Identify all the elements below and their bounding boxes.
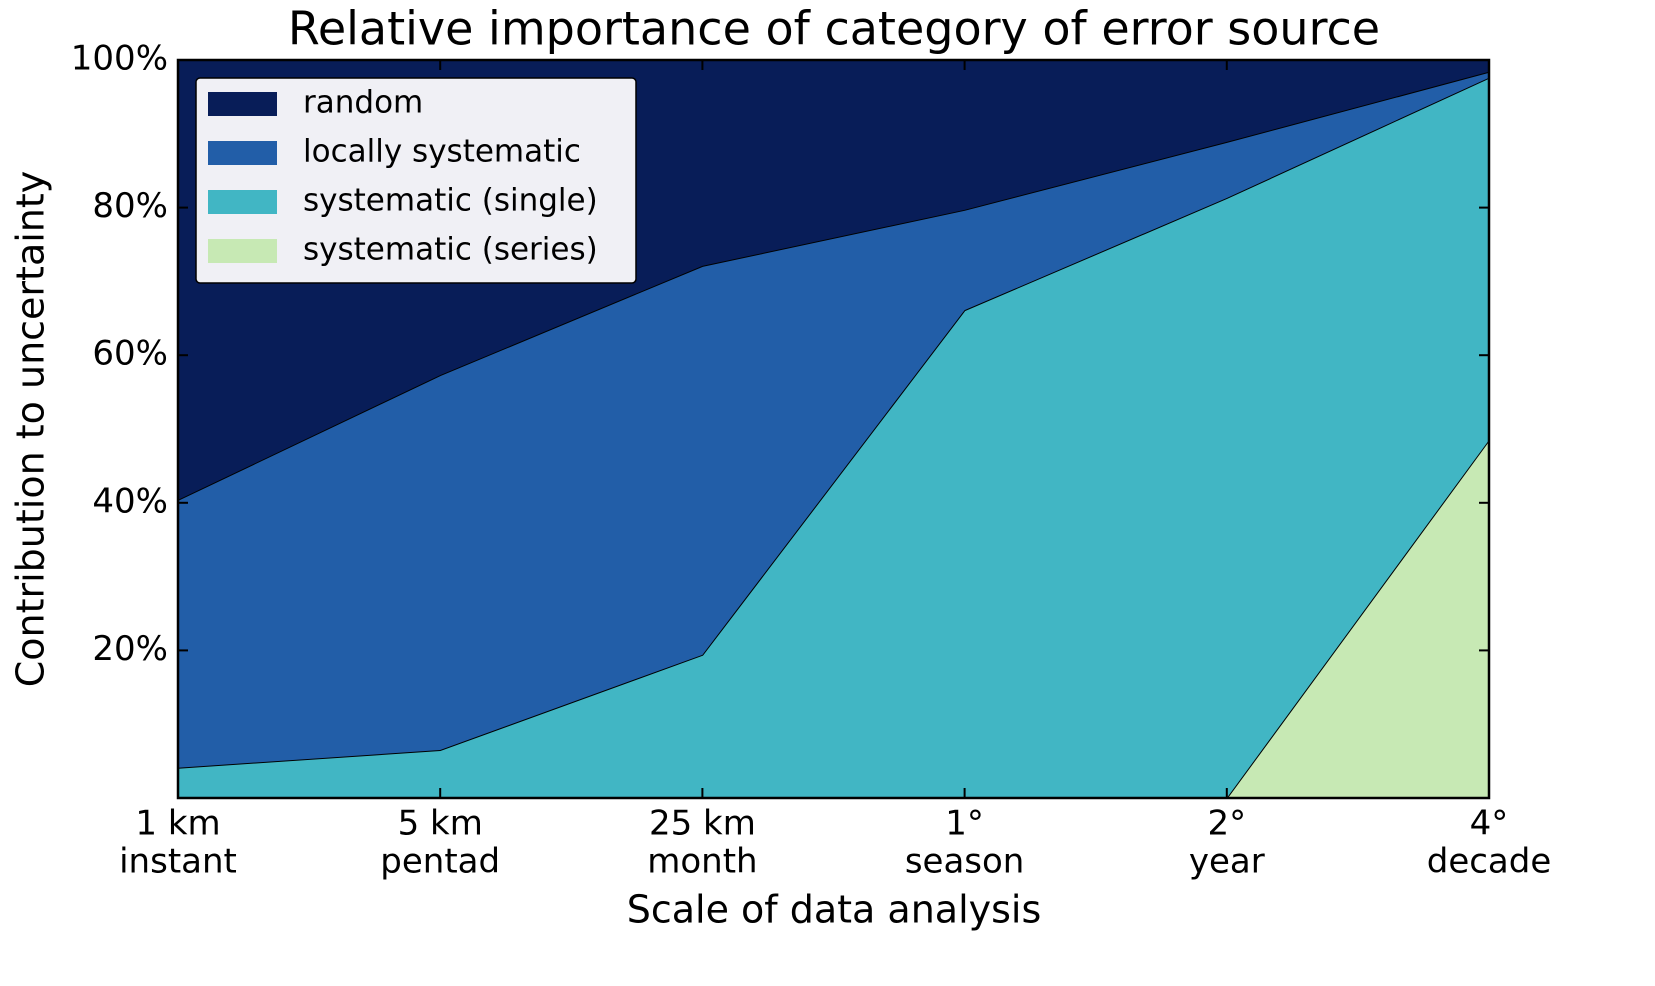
x-tick-label: decade — [1427, 842, 1552, 882]
legend-label: systematic (single) — [303, 183, 598, 219]
area — [178, 71, 1489, 768]
x-tick-label: 5 km — [398, 804, 483, 844]
chart-title: Relative importance of category of error… — [288, 2, 1380, 56]
legend-label: locally systematic — [303, 134, 581, 170]
x-tick-label: 1° — [945, 804, 984, 844]
x-tick-label: year — [1189, 842, 1265, 882]
legend-swatch — [208, 239, 277, 263]
y-tick-label: 80% — [92, 186, 168, 226]
x-tick-label: season — [905, 842, 1025, 882]
x-tick-label: instant — [119, 842, 237, 882]
legend-swatch — [208, 92, 277, 116]
legend-swatch — [208, 141, 277, 165]
x-tick-label: pentad — [380, 842, 500, 882]
legend-swatch — [208, 190, 277, 214]
y-tick-label: 100% — [71, 39, 168, 79]
x-tick-label: month — [647, 842, 757, 882]
x-tick-label: 4° — [1470, 804, 1509, 844]
y-tick-label: 40% — [92, 481, 168, 521]
y-tick-label: 60% — [92, 334, 168, 374]
x-tick-label: 2° — [1207, 804, 1246, 844]
x-tick-label: 25 km — [649, 804, 756, 844]
area — [178, 440, 1489, 798]
plot-frame — [176, 58, 1491, 800]
legend: random locally systematic systematic (sing… — [195, 77, 637, 284]
area — [178, 77, 1489, 799]
legend-box — [195, 77, 637, 284]
legend-label: systematic (series) — [303, 232, 598, 268]
y-axis-label: Contribution to uncertainty — [9, 171, 53, 688]
x-tick-label: 1 km — [135, 804, 220, 844]
y-tick-label: 20% — [92, 629, 168, 669]
legend-label: random — [303, 85, 423, 121]
x-axis-label: Scale of data analysis — [627, 888, 1042, 932]
